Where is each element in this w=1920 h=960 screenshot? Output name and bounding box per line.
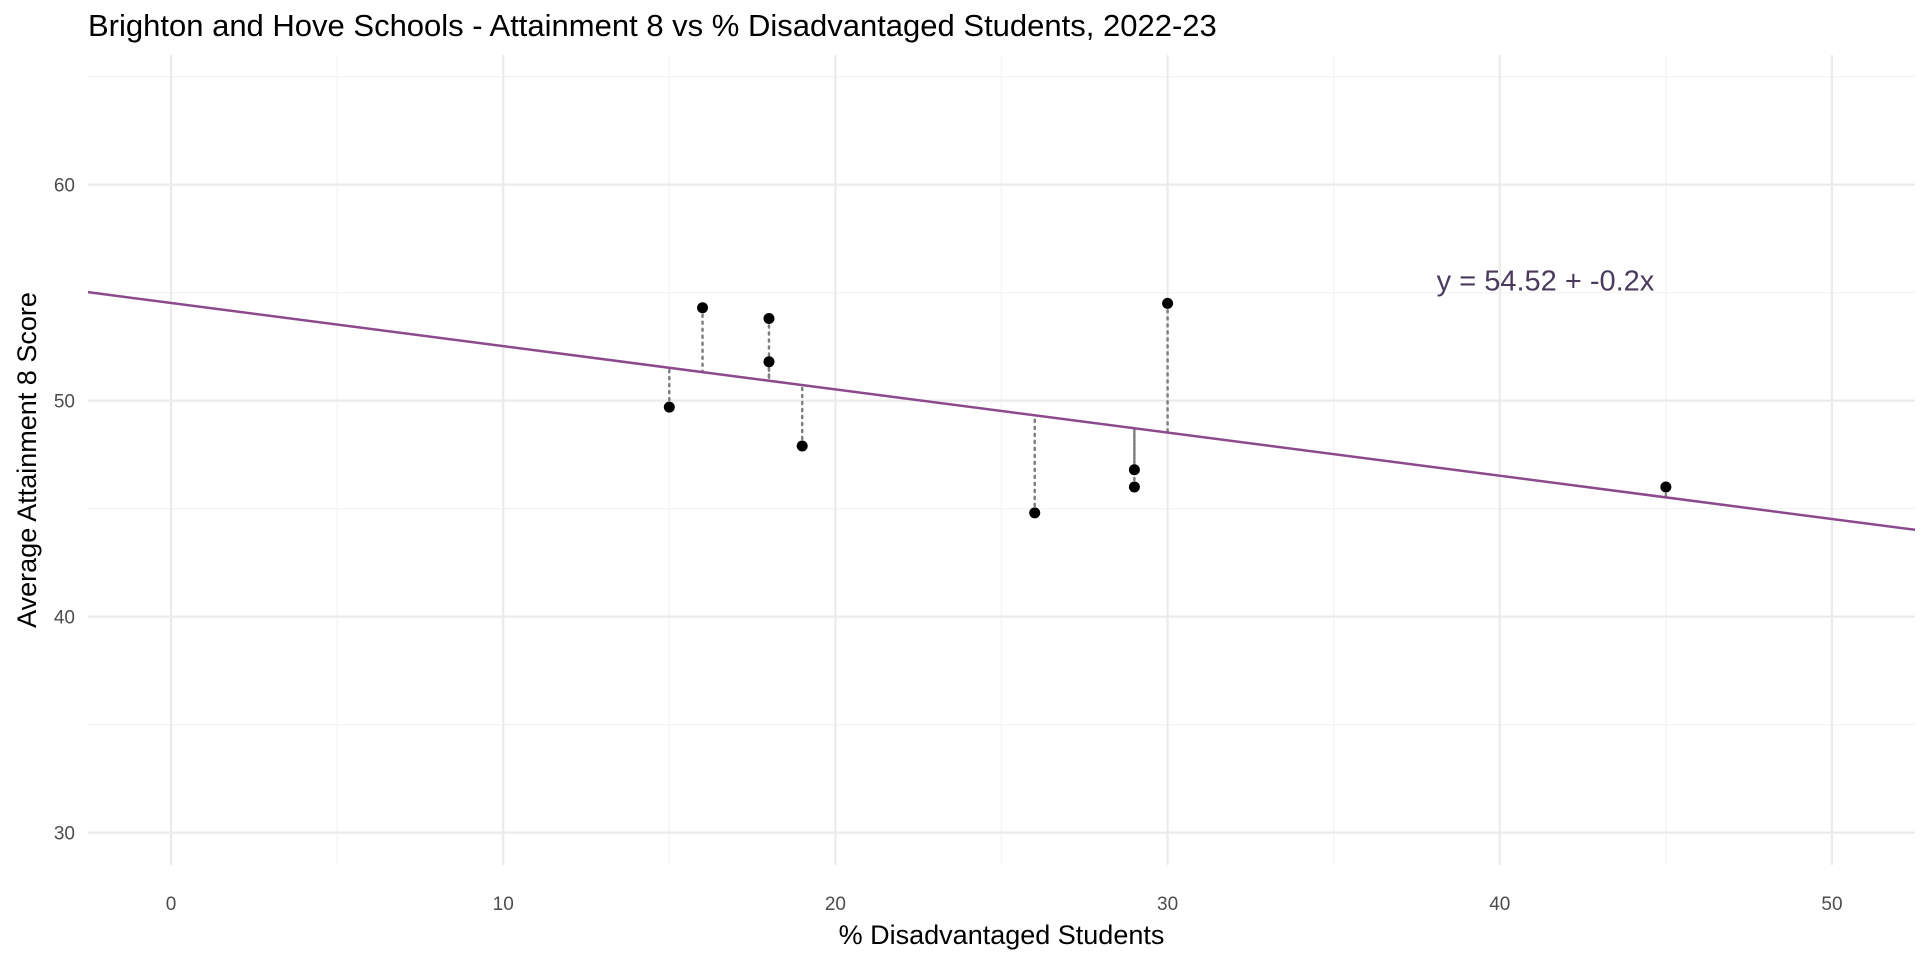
data-point (1029, 507, 1041, 519)
chart-title: Brighton and Hove Schools - Attainment 8… (88, 8, 1217, 43)
x-axis-tick-labels: 0 10 20 30 40 50 (166, 894, 1843, 915)
data-points (663, 297, 1672, 519)
data-point (663, 401, 675, 413)
y-tick-label: 40 (54, 608, 75, 629)
major-gridlines (88, 55, 1915, 865)
data-point (1128, 464, 1140, 476)
y-tick-label: 60 (54, 176, 75, 197)
data-point (1128, 481, 1140, 493)
x-tick-label: 50 (1821, 894, 1842, 915)
data-point (796, 440, 808, 452)
x-tick-label: 10 (493, 894, 514, 915)
regression-line (87, 290, 1916, 532)
regression-line-group (87, 290, 1916, 532)
data-point (1660, 481, 1672, 493)
x-tick-label: 0 (166, 894, 177, 915)
x-axis-title: % Disadvantaged Students (839, 920, 1165, 950)
minor-gridlines (88, 55, 1915, 865)
x-tick-label: 30 (1157, 894, 1178, 915)
data-point (763, 356, 775, 368)
data-point (1162, 297, 1174, 309)
y-tick-label: 50 (54, 392, 75, 413)
x-tick-label: 40 (1489, 894, 1510, 915)
y-axis-tick-labels: 30 40 50 60 (54, 176, 75, 845)
y-axis-title: Average Attainment 8 Score (12, 292, 42, 628)
y-tick-label: 30 (54, 824, 75, 845)
regression-equation-label: y = 54.52 + -0.2x (1437, 265, 1655, 297)
x-tick-label: 20 (825, 894, 846, 915)
data-point (697, 302, 709, 314)
data-point (763, 313, 775, 325)
